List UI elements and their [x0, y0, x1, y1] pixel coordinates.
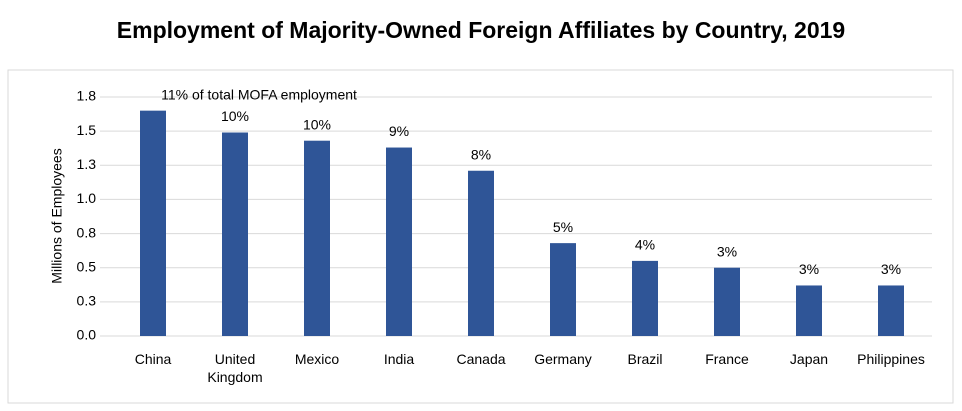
share-label: 10%	[303, 116, 331, 132]
bar	[796, 285, 822, 336]
bar	[714, 267, 740, 336]
x-tick-label: France	[705, 351, 749, 367]
share-label: 3%	[799, 261, 819, 277]
share-label: 9%	[389, 123, 409, 139]
x-tick-label: United Kingdom	[207, 351, 263, 385]
x-tick-label: Mexico	[294, 351, 340, 367]
y-tick-label: 1.5	[77, 122, 97, 138]
x-tick-label: India	[383, 351, 415, 367]
y-tick-label: 0.0	[77, 327, 97, 343]
x-tick-label: Philippines	[857, 351, 925, 367]
share-label: 5%	[553, 219, 573, 235]
share-label: 11% of total MOFA employment	[161, 86, 357, 102]
y-tick-label: 1.8	[77, 88, 97, 104]
bar	[468, 170, 494, 336]
share-label: 8%	[471, 146, 491, 162]
chart-frame	[7, 69, 954, 404]
y-tick-label: 1.3	[77, 156, 97, 172]
x-tick-label: Canada	[456, 351, 506, 367]
y-tick-label: 0.5	[77, 258, 97, 274]
bar	[140, 110, 166, 337]
x-tick-label: Germany	[534, 351, 592, 367]
bar	[304, 140, 330, 336]
bar	[878, 285, 904, 336]
y-axis-label: Millions of Employees	[49, 148, 65, 283]
x-tick-label: Japan	[789, 351, 829, 367]
y-tick-label: 0.3	[77, 293, 97, 309]
y-tick-label: 0.8	[77, 224, 97, 240]
x-tick-label: China	[134, 351, 172, 367]
share-label: 3%	[881, 261, 901, 277]
share-label: 10%	[221, 108, 249, 124]
bar	[550, 243, 576, 336]
x-tick-label: Brazil	[627, 351, 663, 367]
bar	[386, 147, 412, 336]
chart-title: Employment of Majority-Owned Foreign Aff…	[117, 17, 845, 43]
bar	[632, 260, 658, 336]
bar	[222, 132, 248, 336]
share-label: 4%	[635, 237, 655, 253]
share-label: 3%	[717, 243, 737, 259]
y-tick-label: 1.0	[77, 190, 97, 206]
